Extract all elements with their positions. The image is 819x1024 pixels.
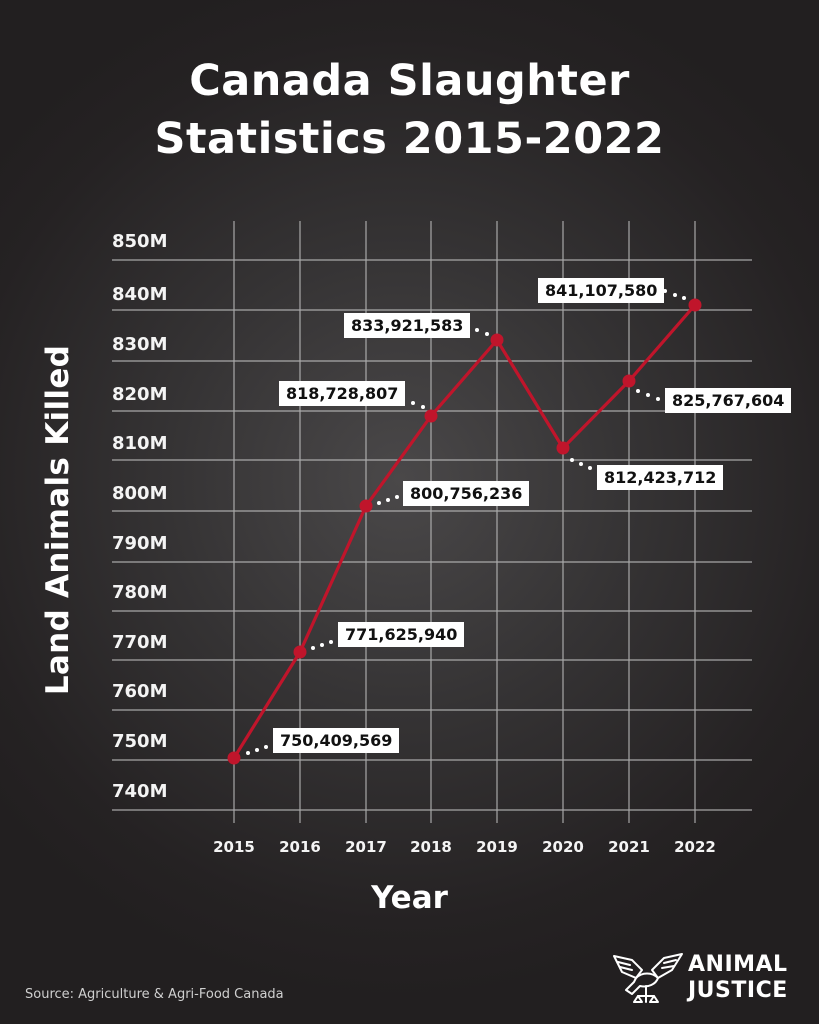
y-tick-label: 760M (112, 681, 168, 702)
x-tick-label: 2020 (542, 838, 584, 856)
data-point-2015 (227, 751, 241, 765)
data-points (227, 298, 702, 765)
chart-title-line-1: Canada Slaughter (189, 56, 630, 106)
data-label-2020: 812,423,712 (597, 465, 724, 490)
data-point-2018 (424, 409, 438, 423)
data-point-2020 (556, 441, 570, 455)
x-tick-label: 2022 (674, 838, 716, 856)
chart-title-line-2: Statistics 2015-2022 (154, 114, 665, 164)
data-label-2021: 825,767,604 (665, 388, 792, 413)
dove-scales-icon (613, 953, 683, 1003)
y-tick-label: 800M (112, 483, 168, 504)
x-tick-label: 2017 (345, 838, 387, 856)
y-tick-label: 850M (112, 231, 168, 252)
y-tick-label: 740M (112, 781, 168, 802)
logo-wordmark: ANIMAL JUSTICE (688, 952, 788, 1004)
data-point-2022 (688, 298, 702, 312)
x-tick-label: 2015 (213, 838, 255, 856)
x-axis-label: Year (371, 880, 448, 916)
y-tick-label: 770M (112, 632, 168, 653)
y-tick-label: 820M (112, 384, 168, 405)
y-tick-label: 750M (112, 731, 168, 752)
data-label-2016: 771,625,940 (338, 622, 465, 647)
x-tick-label: 2019 (476, 838, 518, 856)
logo-line-1: ANIMAL (688, 952, 788, 977)
gridlines (112, 221, 752, 823)
data-point-2021 (622, 374, 636, 388)
chart-title: Canada Slaughter Statistics 2015-2022 (0, 52, 819, 168)
data-label-2022: 841,107,580 (538, 278, 665, 303)
y-tick-label: 810M (112, 433, 168, 454)
label-leaders (246, 289, 686, 755)
x-tick-label: 2018 (410, 838, 452, 856)
x-tick-label: 2016 (279, 838, 321, 856)
data-label-2018: 818,728,807 (279, 381, 406, 406)
data-point-2016 (293, 645, 307, 659)
y-tick-label: 840M (112, 284, 168, 305)
y-tick-label: 830M (112, 334, 168, 355)
data-label-2017: 800,756,236 (403, 481, 530, 506)
data-label-2019: 833,921,583 (344, 313, 471, 338)
y-tick-label: 780M (112, 582, 168, 603)
data-label-2015: 750,409,569 (273, 728, 400, 753)
x-tick-label: 2021 (608, 838, 650, 856)
animal-justice-logo: ANIMAL JUSTICE (612, 950, 802, 1005)
series-line (232, 303, 697, 759)
data-point-2017 (359, 499, 373, 513)
data-point-2019 (490, 333, 504, 347)
y-tick-label: 790M (112, 533, 168, 554)
source-note: Source: Agriculture & Agri-Food Canada (25, 987, 284, 1002)
logo-line-2: JUSTICE (688, 978, 788, 1003)
